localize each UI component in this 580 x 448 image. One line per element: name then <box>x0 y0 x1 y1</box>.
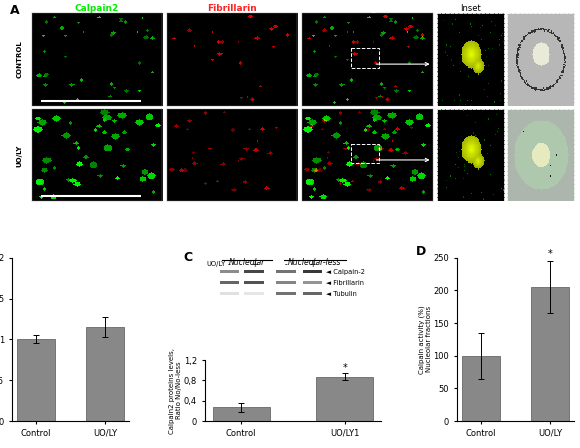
Bar <box>316 377 373 421</box>
Bar <box>213 407 270 421</box>
Title: Inset: Inset <box>460 4 481 13</box>
Bar <box>220 270 239 273</box>
Bar <box>244 270 264 273</box>
Text: -: - <box>228 260 231 269</box>
Text: CONTROL: CONTROL <box>16 41 23 78</box>
Bar <box>86 327 124 421</box>
Text: ◄ Calpain-2: ◄ Calpain-2 <box>327 269 365 275</box>
Bar <box>351 144 379 164</box>
Bar <box>303 270 322 273</box>
Title: Calpain2: Calpain2 <box>75 4 119 13</box>
Text: *: * <box>548 249 552 259</box>
Text: C: C <box>183 251 193 264</box>
Bar <box>276 270 296 273</box>
Text: +: + <box>309 260 316 269</box>
Text: D: D <box>415 245 426 258</box>
Bar <box>351 48 379 68</box>
Bar <box>244 281 264 284</box>
Text: +: + <box>251 260 258 269</box>
Bar <box>17 340 55 421</box>
Title: Fibrillarin: Fibrillarin <box>207 4 257 13</box>
Y-axis label: Calpain2 proteins levels,
Ratio No/No-less: Calpain2 proteins levels, Ratio No/No-le… <box>169 348 182 434</box>
Bar <box>244 292 264 295</box>
Bar <box>220 292 239 295</box>
Text: *: * <box>342 363 347 373</box>
Text: ◄ Tubulin: ◄ Tubulin <box>327 291 357 297</box>
Title: Merge: Merge <box>351 4 383 13</box>
Text: Nucleolar-less: Nucleolar-less <box>288 258 342 267</box>
Bar <box>276 292 296 295</box>
Bar <box>531 287 569 421</box>
Text: Nucleolar: Nucleolar <box>229 258 265 267</box>
Bar <box>303 281 322 284</box>
Text: UO/LY: UO/LY <box>16 144 23 167</box>
Text: ◄ Fibrillarin: ◄ Fibrillarin <box>327 280 364 286</box>
Y-axis label: Calpain activity (%)
Nucleolar fractions: Calpain activity (%) Nucleolar fractions <box>418 305 432 374</box>
Bar <box>462 356 500 421</box>
Text: UO/LY: UO/LY <box>206 261 226 267</box>
Bar <box>220 281 239 284</box>
Text: -: - <box>284 260 287 269</box>
Bar <box>276 281 296 284</box>
Bar <box>303 292 322 295</box>
Text: A: A <box>10 4 20 17</box>
